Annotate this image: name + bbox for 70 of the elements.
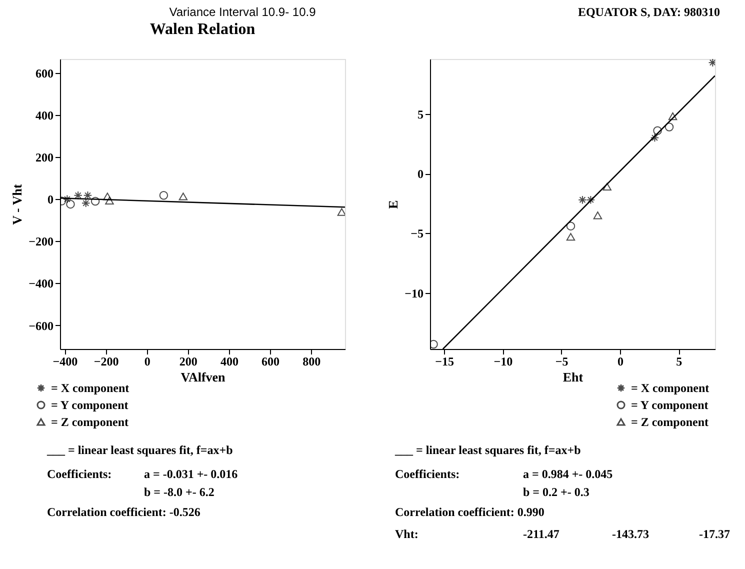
text: Correlation coefficient: 0.990	[395, 505, 544, 519]
legend-label: = Y component	[51, 398, 128, 412]
point	[650, 133, 660, 142]
point	[105, 196, 114, 204]
point	[566, 222, 576, 230]
point	[664, 122, 674, 132]
text: a = -0.031 +- 0.016	[144, 467, 238, 481]
x-tick-label: −10	[494, 354, 513, 368]
y-tick-label: 5	[418, 107, 424, 122]
y-tick-label: 400	[36, 108, 54, 123]
text: b = -8.0 +- 6.2	[144, 485, 214, 499]
x-tick-label: 0	[618, 354, 624, 368]
point	[90, 196, 100, 206]
y-tick-label: 0	[48, 192, 54, 207]
text: Coefficients:	[47, 467, 112, 481]
x-tick-label: 600	[262, 354, 280, 368]
x-tick-label: −200	[94, 354, 119, 368]
x-tick-label: 5	[676, 354, 682, 368]
x-tick-label: 200	[179, 354, 198, 368]
point	[337, 208, 345, 216]
point	[578, 195, 587, 204]
x-axis-title: VAlfven	[180, 370, 226, 384]
x-tick-label: −15	[435, 354, 454, 368]
text: b = 0.2 +- 0.3	[523, 485, 590, 499]
point	[103, 192, 112, 200]
text: EQUATOR S, DAY: 980310	[578, 5, 720, 19]
point	[178, 192, 188, 200]
y-tick-label: 200	[36, 150, 54, 165]
text: -211.47	[523, 527, 560, 541]
text: -17.37	[699, 527, 730, 541]
text: a = 0.984 +- 0.045	[523, 467, 613, 481]
y-tick-label: 0	[418, 167, 424, 182]
text: ___ = linear least squares fit, f=ax+b	[394, 443, 582, 457]
x-tick-label: 400	[220, 354, 238, 368]
legend-label: = Z component	[631, 415, 709, 429]
y-tick-label: 600	[36, 66, 54, 81]
y-tick-label: −200	[28, 234, 54, 249]
text: Correlation coefficient: -0.526	[47, 505, 200, 519]
point	[66, 200, 75, 209]
x-tick-label: 800	[302, 354, 321, 368]
point	[668, 112, 678, 120]
text: -143.73	[612, 527, 649, 541]
point	[74, 191, 82, 200]
x-axis-title: Eht	[562, 370, 584, 384]
point	[653, 126, 662, 135]
point	[159, 191, 168, 200]
text: Variance Interval 10.9- 10.9	[169, 5, 316, 19]
y-axis-title: E	[386, 200, 401, 209]
text: Vht:	[395, 527, 418, 541]
x-tick-label: −400	[52, 354, 78, 368]
y-tick-label: −400	[28, 276, 54, 291]
chart-title: Walen Relation	[150, 21, 256, 38]
x-tick-label: 0	[144, 354, 150, 368]
y-tick-label: −10	[404, 286, 424, 300]
point	[566, 232, 576, 241]
y-tick-label: −5	[410, 226, 424, 241]
text: ___ = linear least squares fit, f=ax+b	[46, 443, 234, 457]
y-axis-title: V - Vht	[10, 183, 25, 225]
point	[602, 182, 612, 191]
legend-label: = Z component	[51, 415, 129, 429]
point	[82, 198, 90, 208]
y-tick-label: −600	[28, 318, 54, 333]
legend-label: = X component	[51, 381, 130, 395]
legend-label: = Y component	[631, 398, 708, 412]
point	[586, 195, 596, 204]
x-tick-label: −5	[555, 354, 568, 368]
point	[593, 211, 602, 220]
point	[430, 340, 438, 349]
legend-label: = X component	[631, 381, 710, 395]
text: Coefficients:	[395, 467, 460, 481]
